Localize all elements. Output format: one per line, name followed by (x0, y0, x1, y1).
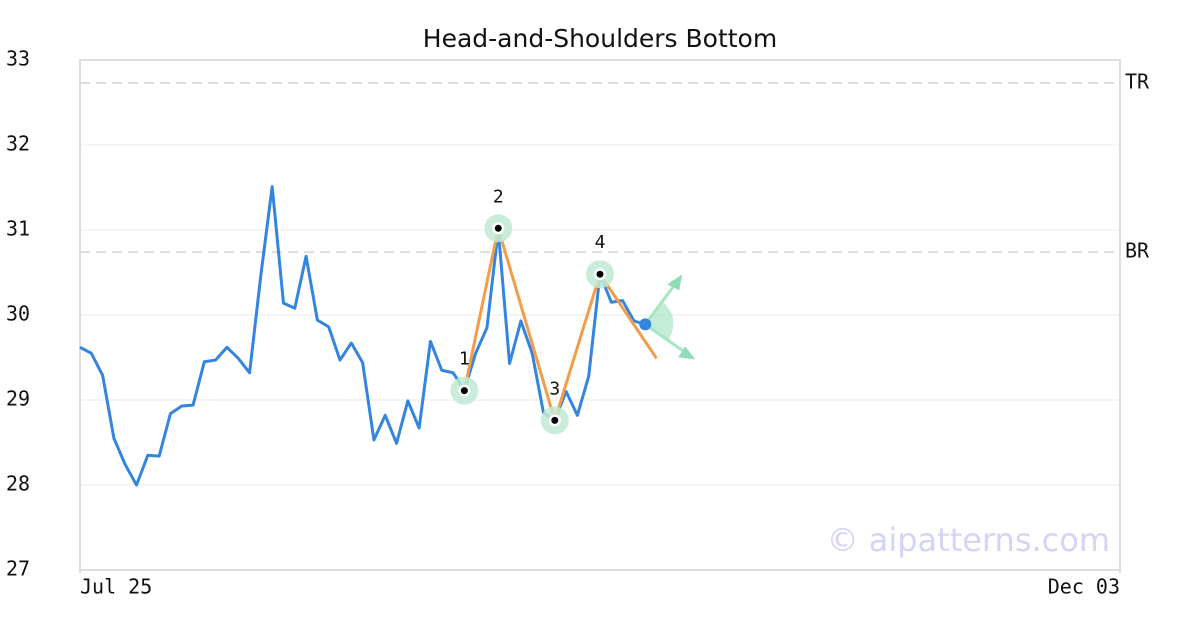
pivot-dot (551, 416, 559, 424)
pivot-dot (494, 224, 502, 232)
arrow-down-head (678, 346, 696, 360)
y-tick-label: 31 (6, 217, 30, 241)
last-point (639, 318, 652, 331)
x-tick-label: Jul 25 (80, 575, 152, 599)
pivot-label: 2 (493, 186, 504, 207)
chart-title: Head-and-Shoulders Bottom (423, 24, 777, 53)
y-tick-label: 27 (6, 557, 30, 581)
arrow-up-head (667, 274, 683, 291)
pivot-label: 4 (595, 232, 606, 253)
price-line (79, 185, 646, 487)
level-label: TR (1125, 69, 1150, 93)
pattern-line (462, 227, 658, 426)
plot-frame (79, 59, 1121, 571)
y-tick-label: 29 (6, 387, 30, 411)
direction-wedge (645, 302, 674, 342)
level-label: BR (1125, 239, 1150, 263)
y-tick-label: 32 (6, 132, 30, 156)
pivot-dot (460, 387, 468, 395)
y-tick-label: 33 (6, 47, 30, 71)
pivot-label: 1 (459, 349, 470, 370)
x-tick-label: Dec 03 (1048, 575, 1120, 599)
y-tick-label: 28 (6, 472, 30, 496)
pivot-label: 3 (549, 378, 560, 399)
watermark: © aipatterns.com (827, 521, 1110, 559)
y-tick-label: 30 (6, 302, 30, 326)
pivot-dot (596, 270, 604, 278)
